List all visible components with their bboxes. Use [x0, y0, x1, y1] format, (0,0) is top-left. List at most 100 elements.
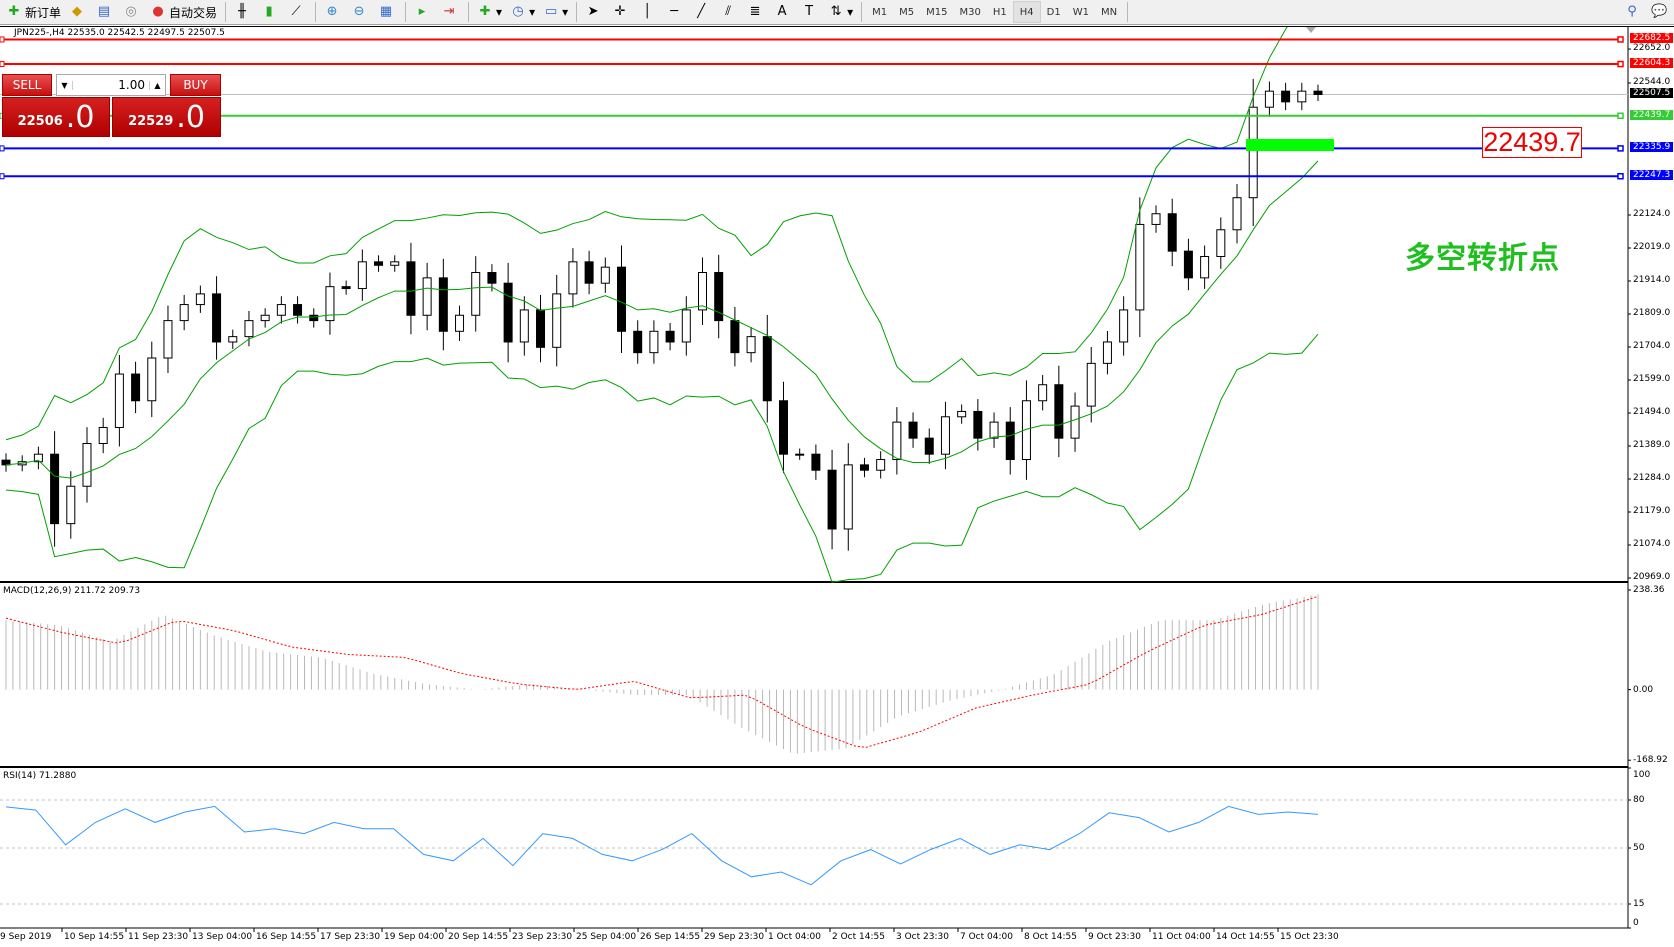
- folder-icon: ◆: [72, 4, 83, 19]
- zoom-out-button[interactable]: ⊖: [347, 1, 374, 23]
- bearish-candle: [1183, 250, 1193, 279]
- bearish-candle: [714, 272, 724, 322]
- candle-chart-button[interactable]: ▮: [257, 1, 284, 23]
- lot-size-field[interactable]: ▼ 1.00 ▲: [56, 74, 166, 96]
- chat-button[interactable]: 💬: [1647, 1, 1674, 23]
- toolbar: ✚ 新订单 ◆ ▤ ◎ ● 自动交易 ╫ ▮ ⟋ ⊕ ⊖ ▦ ▸ ⇥ ✚ ▾ ◷ ▾ ▭…: [0, 0, 1674, 25]
- price-tick-label: 22124.0: [1633, 209, 1671, 219]
- bearish-candle: [1005, 421, 1015, 461]
- auto-trading-button[interactable]: ● 自动交易: [146, 1, 221, 23]
- buy-price-button[interactable]: 22529.0: [112, 97, 221, 137]
- pivot-price-label[interactable]: 22439.7: [1482, 127, 1582, 158]
- rsi-tick-label: 100: [1633, 770, 1651, 780]
- channel-button[interactable]: ⫽: [716, 1, 743, 23]
- bar-chart-button[interactable]: ╫: [230, 1, 257, 23]
- crosshair-button[interactable]: ✛: [608, 1, 635, 23]
- timeframe-d1[interactable]: D1: [1046, 6, 1061, 18]
- time-label: 3 Oct 23:30: [896, 932, 949, 942]
- lot-size-value[interactable]: 1.00: [118, 78, 145, 92]
- bearish-candle: [859, 464, 869, 471]
- divider: [405, 2, 407, 22]
- buy-button[interactable]: BUY: [170, 74, 221, 96]
- zoom-in-icon: ⊕: [326, 4, 338, 19]
- chart-shift-button[interactable]: ⇥: [437, 1, 464, 23]
- label-button[interactable]: T: [797, 1, 824, 23]
- bearish-candle: [778, 400, 788, 455]
- timeframe-m1[interactable]: M1: [872, 6, 888, 18]
- chart-canvas[interactable]: [0, 27, 1674, 947]
- timeframe-m15[interactable]: M15: [926, 6, 948, 18]
- chart-window[interactable]: JPN225-,H4 22535.0 22542.5 22497.5 22507…: [0, 26, 1674, 946]
- chart-header: JPN225-,H4 22535.0 22542.5 22497.5 22507…: [14, 28, 225, 38]
- bullish-candle: [1021, 400, 1031, 461]
- divider: [1127, 2, 1129, 22]
- sell-button[interactable]: SELL: [2, 74, 52, 96]
- time-label: 11 Sep 23:30: [128, 932, 189, 942]
- experts-button[interactable]: ◆: [65, 1, 92, 23]
- autoscroll-button[interactable]: ▸: [410, 1, 437, 23]
- fibonacci-icon: ≣: [749, 4, 761, 19]
- templates-button[interactable]: ▭ ▾: [544, 4, 569, 19]
- signals-button[interactable]: ◎: [119, 1, 146, 23]
- bar-chart-icon: ╫: [238, 4, 246, 19]
- crosshair-icon: ✛: [614, 4, 626, 19]
- increase-lot-icon[interactable]: ▲: [149, 80, 165, 90]
- bullish-candle: [1086, 362, 1096, 407]
- bearish-candle: [762, 336, 772, 402]
- arrows-icon: ⇅: [830, 4, 842, 19]
- bullish-candle: [147, 357, 157, 402]
- level-handle: [1617, 36, 1624, 43]
- terminal-button[interactable]: ▤: [92, 1, 119, 23]
- bearish-candle: [633, 330, 643, 354]
- timeframe-h1[interactable]: H1: [992, 6, 1007, 18]
- macd-signal-line: [5, 595, 1319, 748]
- zoom-in-button[interactable]: ⊕: [320, 1, 347, 23]
- arrows-button[interactable]: ⇅ ▾: [824, 1, 857, 23]
- trendline-button[interactable]: ╱: [689, 1, 716, 23]
- support-price-tag: 22247.3: [1630, 170, 1674, 181]
- vertical-line-button[interactable]: │: [635, 1, 662, 23]
- terminal-icon: ▤: [97, 4, 111, 19]
- candlestick-icon: ▮: [265, 4, 273, 19]
- horizontal-line-button[interactable]: ─: [662, 1, 689, 23]
- tile-windows-button[interactable]: ▦: [374, 1, 401, 23]
- bullish-candle: [455, 314, 465, 332]
- bullish-candle: [390, 261, 400, 266]
- line-chart-button[interactable]: ⟋: [284, 1, 311, 23]
- template-icon: ▭: [544, 4, 558, 19]
- bullish-candle: [195, 293, 205, 306]
- divider: [576, 2, 578, 22]
- line-chart-icon: ⟋: [291, 4, 301, 19]
- bullish-candle: [552, 293, 562, 348]
- indicators-button[interactable]: ✚ ▾: [473, 1, 506, 23]
- bullish-candle: [697, 272, 707, 311]
- sell-price-button[interactable]: 22506.0: [2, 97, 110, 137]
- level-handle: [0, 173, 5, 180]
- timeframe-m5[interactable]: M5: [899, 6, 915, 18]
- bearish-candle: [487, 272, 497, 284]
- bearish-candle: [973, 410, 983, 439]
- fibonacci-button[interactable]: ≣: [743, 1, 770, 23]
- text-button[interactable]: A: [770, 1, 797, 23]
- search-button[interactable]: ⚲: [1620, 1, 1647, 23]
- bearish-candle: [1167, 213, 1177, 252]
- time-label: 25 Sep 04:00: [576, 932, 637, 942]
- bullish-candle: [244, 320, 254, 338]
- price-tick-label: 22019.0: [1633, 242, 1671, 252]
- pivot-annotation-text[interactable]: 多空转折点: [1405, 241, 1560, 276]
- bullish-candle: [1200, 255, 1210, 279]
- time-label: 23 Sep 23:30: [512, 932, 573, 942]
- periods-button[interactable]: ◷ ▾: [506, 1, 539, 23]
- bullish-candle: [989, 421, 999, 439]
- bullish-candle: [1070, 405, 1080, 439]
- bullish-candle: [1038, 384, 1048, 402]
- timeframe-m30[interactable]: M30: [959, 6, 981, 18]
- timeframe-w1[interactable]: W1: [1072, 6, 1089, 18]
- timeframe-mn[interactable]: MN: [1100, 6, 1118, 18]
- decrease-lot-icon[interactable]: ▼: [57, 80, 73, 90]
- bullish-candle: [795, 453, 805, 456]
- new-order-button[interactable]: ✚ 新订单: [2, 1, 65, 23]
- bearish-candle: [212, 293, 222, 343]
- cursor-button[interactable]: ➤: [581, 1, 608, 23]
- timeframe-h4[interactable]: H4: [1012, 1, 1041, 23]
